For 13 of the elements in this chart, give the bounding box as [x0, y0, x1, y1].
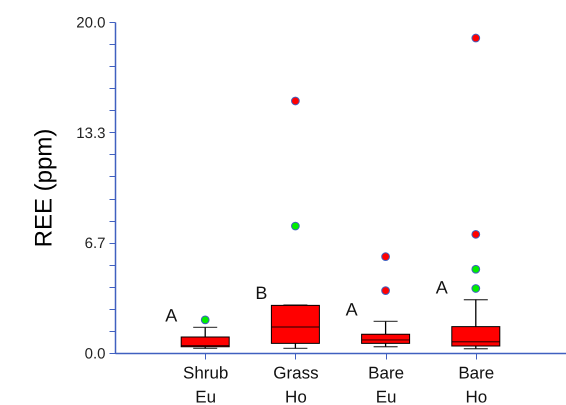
x-tick-label: Shrub Eu [183, 364, 228, 405]
annotation: A [165, 305, 178, 326]
x-tick-label: Grass Ho [273, 364, 319, 405]
y-tick-label: 0.0 [84, 346, 106, 362]
y-tick-label: 6.7 [84, 235, 106, 252]
annotation: A [346, 299, 358, 320]
annotation: A [436, 278, 448, 298]
y-axis-title: REE (ppm) [30, 128, 58, 248]
x-tick-label: Bare Eu [368, 364, 404, 405]
x-tick-label: Bare Ho [458, 364, 494, 405]
annotation: B [255, 283, 268, 304]
y-tick-label: 20.0 [76, 14, 106, 32]
y-tick-label: 13.3 [76, 124, 106, 142]
